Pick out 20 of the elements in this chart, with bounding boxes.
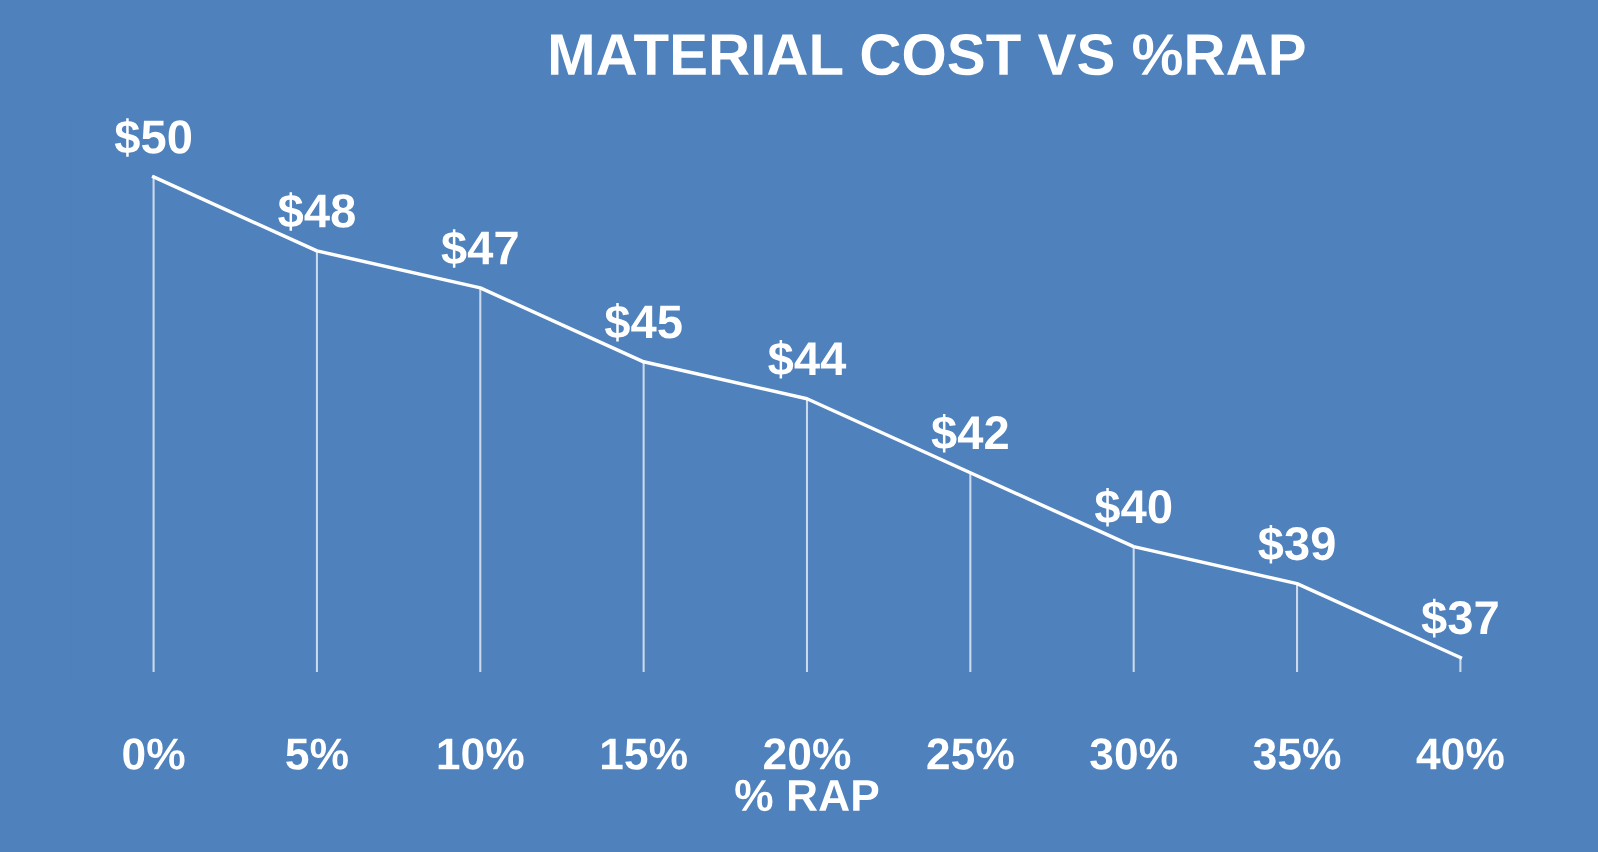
data-label: $45 (604, 303, 682, 342)
data-label: $39 (1258, 524, 1335, 564)
x-tick-label: 5% (286, 738, 348, 770)
x-tick-label: 0% (123, 738, 185, 770)
x-tick-label: 35% (1253, 738, 1341, 770)
x-tick-label: 30% (1090, 738, 1177, 770)
data-label: $48 (278, 192, 355, 231)
data-label: $47 (441, 229, 518, 268)
x-tick-label: 25% (927, 738, 1014, 770)
data-label: $40 (1094, 487, 1172, 527)
x-axis-title: % RAP (735, 779, 879, 812)
data-label: $37 (1421, 598, 1498, 638)
data-label: $50 (114, 118, 192, 157)
chart-title: MATERIAL COST VS %RAP (550, 33, 1305, 76)
x-tick-label: 40% (1416, 738, 1504, 770)
data-label: $44 (768, 340, 847, 379)
x-tick-label: 15% (601, 738, 687, 770)
x-tick-label: 20% (764, 738, 851, 770)
x-tick-label: 10% (438, 738, 524, 770)
data-label: $42 (931, 413, 1008, 453)
